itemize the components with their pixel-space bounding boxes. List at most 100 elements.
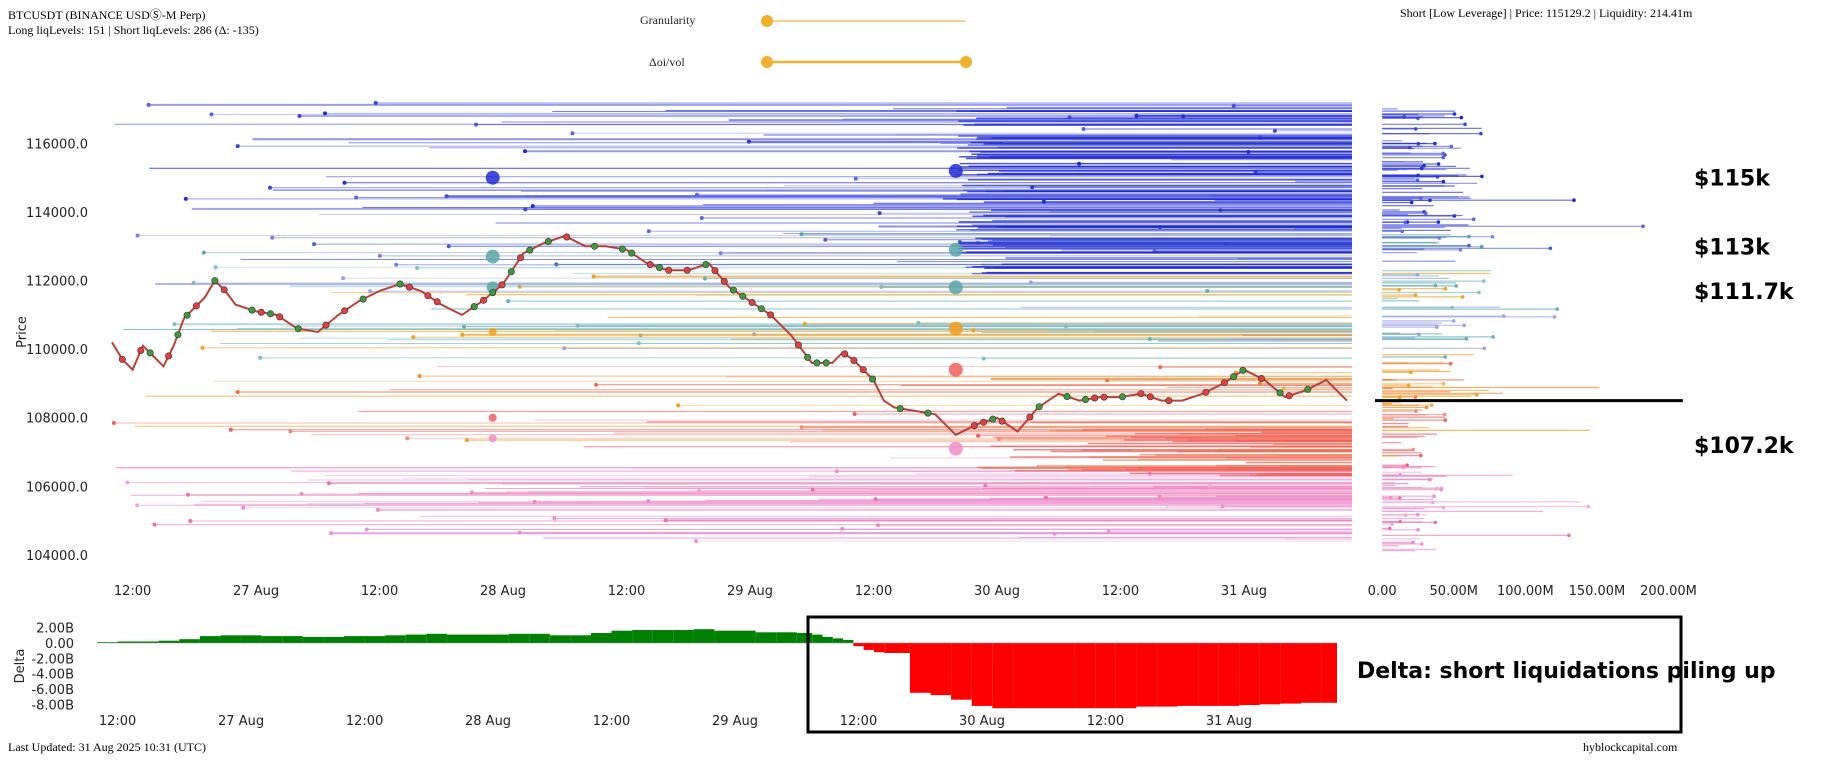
liquidation-level-start bbox=[663, 518, 668, 523]
liquidation-level-start bbox=[646, 499, 651, 503]
liquidity-profile-bar-end bbox=[1441, 382, 1446, 386]
liquidation-level-start bbox=[111, 421, 116, 425]
delta-bar bbox=[488, 634, 509, 643]
liquidation-level-start bbox=[873, 497, 878, 502]
liquidity-profile-bar-end bbox=[1441, 155, 1446, 160]
price-candle-dot bbox=[1091, 394, 1099, 402]
liquidity-profile-bar-end bbox=[1433, 520, 1438, 525]
liquidation-level-start bbox=[591, 274, 596, 279]
price-candle-dot bbox=[276, 313, 284, 321]
price-candle-dot bbox=[183, 311, 191, 319]
price-candle-dot bbox=[711, 267, 719, 275]
price-candle-dot bbox=[498, 281, 506, 289]
price-candle-dot bbox=[989, 415, 997, 423]
liquidation-level-start bbox=[976, 433, 981, 438]
liquidity-profile-bar-end bbox=[1452, 112, 1457, 116]
oi-vol-handle-min[interactable] bbox=[761, 56, 773, 68]
price-candle-dot bbox=[924, 409, 932, 417]
delta-bar bbox=[220, 635, 242, 643]
liquidity-profile-bar-end bbox=[1407, 145, 1412, 150]
delta-bar bbox=[1054, 643, 1075, 709]
liquidation-level-start bbox=[172, 322, 177, 327]
liquidity-profile-bar-end bbox=[1429, 403, 1434, 407]
liquidity-profile-bar-end bbox=[1586, 504, 1591, 509]
price-candle-dot bbox=[257, 308, 265, 316]
price-candle-dot bbox=[248, 306, 256, 314]
liquidity-profile-bar-end bbox=[1552, 315, 1557, 319]
chart-title: BTCUSDT (BINANCE USDⓈ-M Perp) bbox=[8, 8, 206, 22]
liquidation-level-start bbox=[575, 323, 580, 328]
liquidation-bubble bbox=[948, 321, 963, 336]
liquidation-level-start bbox=[530, 204, 535, 208]
liquidity-profile-bar-end bbox=[1419, 166, 1424, 171]
liquidation-level-start bbox=[694, 539, 698, 544]
delta-bar bbox=[97, 642, 118, 643]
oi-vol-control[interactable]: Δoi/vol bbox=[649, 55, 972, 69]
price-candle-dot bbox=[479, 296, 487, 304]
liquidity-profile-bar-end bbox=[1435, 325, 1439, 329]
delta-bar bbox=[652, 630, 674, 643]
liquidity-profile-bar-end bbox=[1388, 495, 1393, 500]
delta-bar bbox=[199, 636, 221, 643]
price-candle-dot bbox=[396, 280, 404, 288]
liquidation-level-start bbox=[1208, 484, 1213, 489]
granularity-control[interactable]: Granularity bbox=[640, 13, 965, 27]
delta-note: Delta: short liquidations piling up bbox=[1357, 659, 1776, 684]
delta-bar bbox=[241, 635, 262, 643]
liquidation-bubble bbox=[948, 362, 963, 377]
delta-bar bbox=[971, 643, 993, 706]
price-candle-dot bbox=[118, 355, 126, 363]
liquidity-profile-bar-end bbox=[1398, 473, 1402, 477]
delta-bar bbox=[776, 632, 797, 643]
granularity-label: Granularity bbox=[640, 13, 695, 27]
liquidity-profile-bar-end bbox=[1414, 409, 1418, 414]
liquidation-level-start bbox=[375, 507, 380, 512]
delta-time-tick-label: 12:00 bbox=[593, 714, 630, 729]
liquidity-profile-bar-end bbox=[1482, 346, 1487, 351]
delta-bar bbox=[822, 636, 833, 643]
liquidity-profile-bars bbox=[1382, 108, 1645, 552]
liquidation-level-start bbox=[460, 332, 465, 337]
delta-bar bbox=[1033, 643, 1054, 709]
price-candle-dot bbox=[683, 266, 691, 274]
delta-bar bbox=[843, 639, 854, 643]
delta-bar bbox=[755, 632, 777, 643]
time-tick-label: 28 Aug bbox=[480, 584, 526, 599]
liquidation-level-start bbox=[464, 438, 469, 443]
price-axis-title: Price bbox=[15, 316, 30, 348]
delta-bar bbox=[863, 643, 874, 650]
delta-time-tick-label: 27 Aug bbox=[218, 714, 264, 729]
liquidity-profile-bar-end bbox=[1424, 405, 1429, 410]
liquidity-profile-bar-end bbox=[1400, 229, 1404, 234]
delta-bar bbox=[1259, 643, 1281, 705]
liquidation-level-start bbox=[876, 523, 880, 528]
liquidation-level-start bbox=[702, 276, 707, 281]
granularity-handle[interactable] bbox=[761, 15, 773, 27]
price-candle-dot bbox=[341, 307, 349, 315]
delta-time-tick-label: 31 Aug bbox=[1206, 714, 1252, 729]
delta-time-tick-label: 29 Aug bbox=[712, 714, 758, 729]
delta-bar bbox=[405, 634, 427, 643]
price-candle-dot bbox=[720, 277, 728, 285]
liquidation-level-start bbox=[135, 233, 140, 238]
price-candle-dot bbox=[507, 268, 515, 276]
liquidation-level-start bbox=[188, 519, 193, 523]
delta-time-tick-label: 12:00 bbox=[840, 714, 877, 729]
liquidity-profile-bar-end bbox=[1409, 200, 1414, 205]
price-candle-dot bbox=[618, 245, 626, 253]
price-liquidity-info: Short [Low Leverage] | Price: 115129.2 |… bbox=[1400, 6, 1693, 20]
price-candle-dot bbox=[1119, 393, 1127, 401]
liquidation-level-start bbox=[646, 229, 651, 234]
liquidation-level-start bbox=[235, 390, 240, 394]
liquidation-bubbles bbox=[485, 163, 963, 456]
liquidity-profile-bar-end bbox=[1477, 290, 1481, 295]
liquidity-profile-bar-end bbox=[1419, 542, 1424, 546]
liquidation-level-start bbox=[636, 341, 641, 346]
delta-bar bbox=[261, 636, 283, 643]
delta-time-tick-label: 12:00 bbox=[1087, 714, 1124, 729]
liquidity-tick-label: 200.00M bbox=[1640, 584, 1697, 599]
oi-vol-handle-max[interactable] bbox=[960, 56, 972, 68]
delta-time-tick-label: 30 Aug bbox=[959, 714, 1005, 729]
price-candle-dot bbox=[841, 350, 849, 358]
